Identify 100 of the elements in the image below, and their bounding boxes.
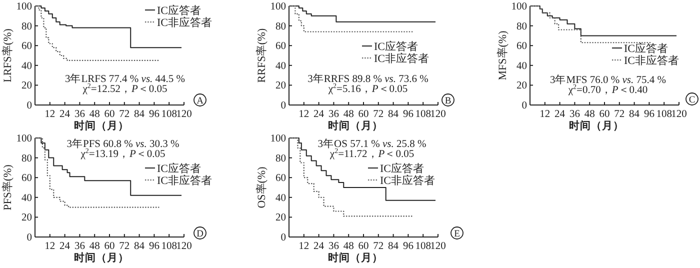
x-tick-label: 72 [119, 109, 130, 120]
x-tick-label: 108 [656, 109, 672, 120]
y-tick-label: 80 [22, 21, 32, 32]
x-tick-label: 24 [314, 109, 325, 120]
y-tick-label: 40 [22, 60, 32, 72]
x-tick-label: 72 [119, 241, 130, 252]
y-tick-label: 0 [26, 232, 32, 244]
legend-label: IC非应答者 [157, 16, 212, 29]
annotation: χ$^{2}$=12.52，P＜0.05 [82, 82, 168, 95]
text: E [454, 230, 460, 240]
x-tick-label: 12 [298, 109, 310, 120]
y-tick-label: 100 [511, 2, 527, 12]
x-tick-label: 120 [176, 109, 192, 120]
y-tick-label: 40 [276, 60, 286, 72]
annotation: χ$^{2}$=13.19，P＜0.05 [80, 147, 166, 160]
text: D [196, 230, 204, 240]
y-tick-label: 60 [22, 173, 32, 184]
x-tick-label: 48 [584, 109, 595, 120]
y-tick-label: 0 [280, 232, 286, 244]
y-tick-label: 80 [276, 21, 286, 32]
x-tick-label: 96 [644, 109, 654, 120]
x-tick-label: 36 [328, 109, 339, 120]
y-tick-label: 80 [516, 21, 527, 32]
x-tick-label: 72 [373, 109, 384, 120]
x-tick-label: 60 [358, 109, 369, 120]
y-tick-label: 100 [270, 2, 286, 12]
x-tick-label: 120 [430, 241, 446, 252]
y-axis-title: PFS率(%) [1, 164, 14, 210]
x-tick-label: 36 [74, 109, 85, 120]
x-tick-label: 72 [614, 109, 625, 120]
x-axis-title: 时间（月） [74, 251, 129, 264]
x-tick-label: 72 [373, 241, 384, 252]
annotation: 3年MFS 76.0 % vs. 75.4 % [550, 74, 666, 86]
y-tick-label: 60 [276, 173, 286, 184]
y-tick-label: 40 [276, 192, 286, 204]
x-tick-label: 96 [402, 109, 414, 120]
x-tick-label: 36 [74, 241, 85, 252]
x-tick-label: 96 [402, 241, 414, 252]
legend-label: IC非应答者 [624, 54, 679, 67]
y-axis-title: OS率(%) [255, 166, 268, 208]
y-tick-label: 20 [276, 80, 286, 92]
y-tick-label: 100 [16, 134, 32, 144]
legend-label: IC非应答者 [374, 52, 429, 65]
y-tick-label: 20 [276, 212, 286, 224]
y-tick-label: 80 [22, 153, 32, 164]
text: A [196, 96, 204, 106]
legend-label: IC应答者 [157, 4, 201, 17]
y-tick-label: 40 [516, 60, 527, 72]
x-tick-label: 60 [358, 241, 369, 252]
x-tick-label: 60 [599, 109, 610, 120]
x-tick-label: 108 [161, 109, 177, 120]
text: B [444, 96, 452, 106]
x-tick-label: 96 [148, 109, 160, 120]
annotation: χ$^{2}$=11.72，P＜0.05 [328, 147, 414, 160]
annotation: 3年PFS 60.8 % vs. 30.3 % [66, 138, 180, 150]
y-tick-label: 40 [22, 192, 32, 204]
x-tick-label: 120 [430, 109, 446, 120]
y-axis-title: MFS率(%) [496, 30, 509, 80]
annotation: 3年RRFS 89.8 % vs. 73.6 % [308, 73, 429, 85]
y-tick-label: 80 [276, 153, 286, 164]
x-tick-label: 96 [148, 241, 160, 252]
y-tick-label: 20 [516, 80, 527, 92]
y-tick-label: 20 [22, 212, 32, 224]
x-tick-label: 48 [89, 109, 100, 120]
x-tick-label: 108 [161, 241, 177, 252]
text: C [688, 96, 696, 106]
y-tick-label: 0 [522, 100, 527, 112]
y-axis-title: LRFS率(%) [1, 28, 14, 82]
annotation: χ$^{2}$=5.16，P＜0.05 [327, 82, 408, 95]
annotation: χ$^{2}$=0.70，P＜0.40 [567, 83, 648, 96]
x-tick-label: 12 [298, 241, 310, 252]
legend-label: IC非应答者 [157, 174, 212, 187]
x-tick-label: 36 [569, 109, 580, 120]
x-tick-label: 108 [415, 109, 431, 120]
x-tick-label: 84 [134, 241, 146, 252]
x-axis-title: 时间（月） [569, 119, 624, 132]
annotation: 3年OS 57.1 % vs. 25.8 % [318, 138, 426, 150]
x-tick-label: 48 [343, 109, 354, 120]
y-tick-label: 100 [16, 2, 32, 12]
x-tick-label: 48 [89, 241, 100, 252]
x-tick-label: 12 [44, 241, 56, 252]
y-tick-label: 0 [26, 100, 32, 112]
legend-label: IC应答者 [624, 42, 668, 55]
legend-label: IC应答者 [380, 162, 424, 175]
legend-label: IC非应答者 [380, 174, 435, 187]
y-axis-title: RRFS率(%) [255, 28, 268, 83]
x-tick-label: 48 [343, 241, 354, 252]
x-tick-label: 84 [629, 109, 640, 120]
y-tick-label: 60 [516, 41, 527, 52]
x-tick-label: 12 [540, 109, 550, 120]
x-tick-label: 60 [104, 241, 115, 252]
x-tick-label: 36 [328, 241, 339, 252]
y-tick-label: 100 [270, 134, 286, 144]
x-tick-label: 84 [388, 241, 400, 252]
x-tick-label: 24 [60, 109, 71, 120]
y-tick-label: 20 [22, 80, 32, 92]
x-tick-label: 60 [104, 109, 115, 120]
x-tick-label: 120 [176, 241, 192, 252]
x-tick-label: 108 [415, 241, 431, 252]
x-tick-label: 12 [44, 109, 56, 120]
